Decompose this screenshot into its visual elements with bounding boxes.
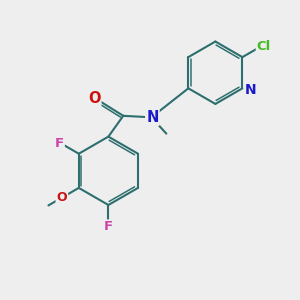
Text: O: O	[88, 91, 100, 106]
Text: F: F	[55, 137, 64, 150]
Text: N: N	[146, 110, 159, 125]
Text: N: N	[245, 83, 256, 97]
Text: F: F	[104, 220, 113, 233]
Text: O: O	[56, 191, 67, 204]
Text: Cl: Cl	[257, 40, 271, 52]
